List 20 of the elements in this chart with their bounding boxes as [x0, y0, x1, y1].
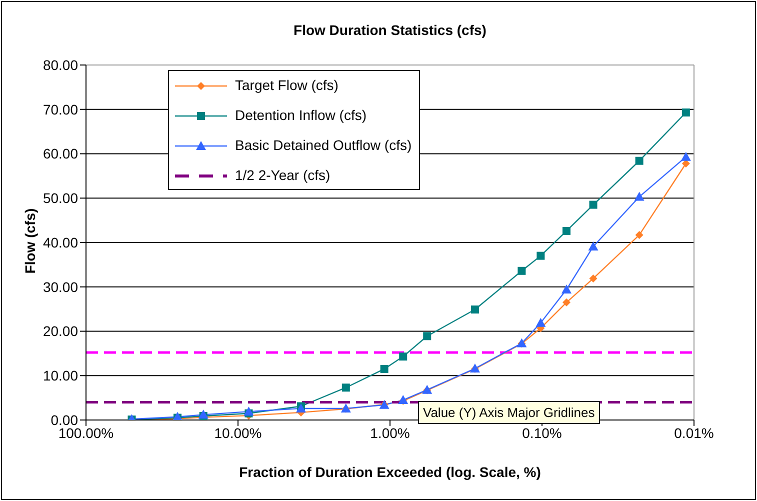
y-tick-label: 10.00: [42, 368, 78, 384]
y-tick-label: 60.00: [42, 146, 78, 162]
legend-label: 1/2 2-Year (cfs): [235, 167, 330, 183]
legend-label: Target Flow (cfs): [235, 77, 338, 93]
x-axis-title: Fraction of Duration Exceeded (log. Scale, %): [238, 464, 542, 480]
y-tick-label: 40.00: [42, 234, 78, 250]
legend-label: Basic Detained Outflow (cfs): [235, 137, 412, 153]
x-tick-label: 1.00%: [370, 424, 410, 441]
x-tick-label: 0.10%: [522, 424, 562, 441]
legend-label: Detention Inflow (cfs): [235, 107, 366, 123]
annotation: Value (Y) Axis Major Gridlines: [418, 401, 600, 424]
y-tick-label: 70.00: [42, 101, 78, 118]
y-tick-label: 30.00: [42, 278, 78, 295]
y-axis-title: Flow (cfs): [22, 207, 38, 276]
x-tick-label: 0.01%: [674, 424, 714, 441]
x-tick-label: 10.00%: [214, 424, 262, 441]
chart-title: Flow Duration Statistics (cfs): [292, 22, 488, 38]
y-tick-label: 50.00: [42, 190, 78, 206]
y-tick-label: 20.00: [42, 323, 78, 340]
y-tick-label: 80.00: [42, 56, 78, 73]
